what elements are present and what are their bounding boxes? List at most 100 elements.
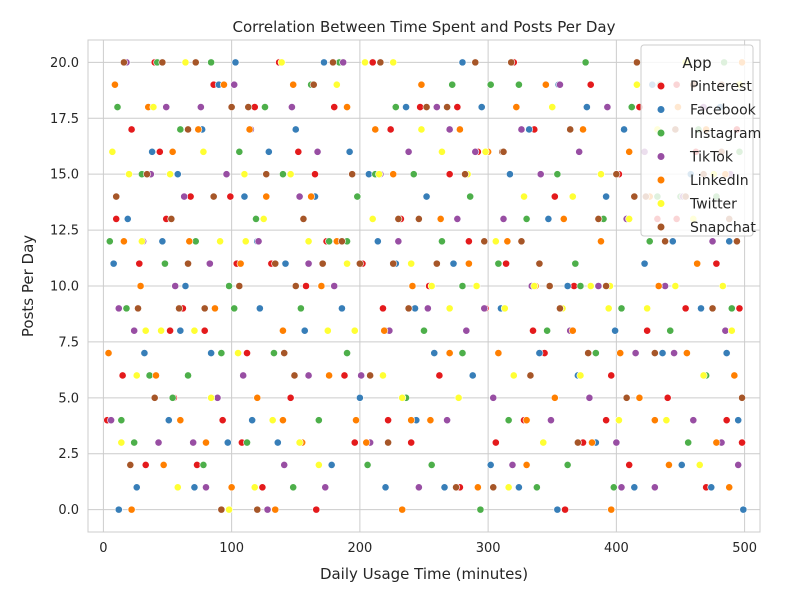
data-point: [113, 103, 122, 111]
data-point: [200, 304, 209, 313]
data-point: [443, 103, 451, 111]
legend-marker: [656, 105, 666, 114]
data-point: [473, 483, 482, 492]
x-axis-label: Daily Usage Time (minutes): [320, 565, 528, 583]
data-point: [438, 147, 446, 156]
data-point: [263, 505, 272, 514]
data-point: [171, 282, 180, 290]
data-point: [517, 237, 526, 246]
y-tick-label: 2.5: [58, 447, 79, 462]
data-point: [259, 215, 268, 223]
x-tick-label: 500: [732, 541, 757, 556]
data-point: [150, 393, 159, 402]
data-point: [476, 505, 485, 514]
data-point: [480, 237, 489, 246]
data-point: [462, 326, 471, 335]
data-point: [417, 125, 426, 134]
data-point: [612, 170, 621, 179]
data-point: [539, 438, 548, 447]
data-point: [699, 371, 708, 380]
data-point: [158, 237, 167, 246]
data-point: [453, 215, 462, 223]
data-point: [167, 215, 176, 223]
data-point: [345, 147, 354, 156]
data-point: [507, 58, 516, 67]
data-point: [408, 282, 417, 290]
data-point: [620, 125, 628, 134]
data-point: [452, 483, 460, 492]
data-point: [279, 170, 287, 179]
data-point: [313, 147, 322, 156]
data-point: [280, 349, 289, 357]
data-point: [207, 393, 216, 402]
data-point: [209, 192, 218, 201]
data-point: [268, 416, 277, 425]
data-point: [304, 237, 313, 246]
data-point: [141, 326, 150, 335]
data-point: [261, 103, 269, 111]
data-point: [662, 416, 671, 425]
data-point: [640, 259, 649, 268]
data-point: [594, 215, 603, 223]
data-point: [458, 282, 467, 290]
data-point: [468, 371, 477, 380]
data-point: [368, 58, 377, 67]
data-point: [458, 58, 467, 67]
data-point: [271, 505, 280, 514]
data-point: [338, 304, 346, 313]
data-point: [556, 80, 564, 89]
data-point: [132, 483, 141, 492]
data-point: [404, 304, 413, 313]
data-point: [454, 393, 463, 402]
data-point: [604, 304, 613, 313]
data-point: [366, 371, 375, 380]
data-point: [503, 237, 512, 246]
data-point: [109, 259, 118, 268]
data-point: [166, 170, 174, 179]
data-point: [127, 505, 136, 514]
data-point: [548, 103, 557, 111]
data-point: [602, 282, 611, 290]
data-point: [553, 170, 562, 179]
data-point: [683, 349, 691, 357]
data-point: [506, 170, 514, 179]
data-point: [361, 58, 369, 67]
data-point: [739, 505, 748, 514]
data-point: [491, 237, 500, 246]
data-point: [563, 461, 572, 469]
data-point: [368, 215, 377, 223]
data-point: [143, 170, 151, 179]
data-point: [464, 237, 473, 246]
data-point: [607, 371, 616, 380]
data-point: [314, 461, 323, 469]
data-point: [216, 237, 224, 246]
data-point: [122, 304, 131, 313]
data-point: [499, 147, 508, 156]
data-point: [547, 416, 555, 425]
data-point: [627, 103, 636, 111]
data-point: [522, 461, 531, 469]
data-point: [353, 192, 362, 201]
data-point: [339, 58, 348, 67]
data-point: [681, 304, 690, 313]
data-point: [386, 125, 395, 134]
data-point: [220, 80, 228, 89]
data-point: [515, 80, 523, 89]
data-point: [211, 304, 219, 313]
data-point: [693, 259, 702, 268]
data-point: [231, 58, 240, 67]
data-point: [494, 259, 503, 268]
data-point: [576, 282, 585, 290]
data-point: [176, 416, 185, 425]
data-point: [120, 58, 128, 67]
data-point: [515, 483, 523, 492]
data-point: [255, 304, 264, 313]
x-tick-label: 0: [99, 541, 107, 556]
data-point: [348, 170, 357, 179]
data-point: [616, 349, 625, 357]
data-point: [379, 371, 387, 380]
data-point: [588, 438, 596, 447]
y-tick-label: 0.0: [58, 503, 79, 518]
data-point: [654, 282, 663, 290]
data-point: [597, 170, 605, 179]
